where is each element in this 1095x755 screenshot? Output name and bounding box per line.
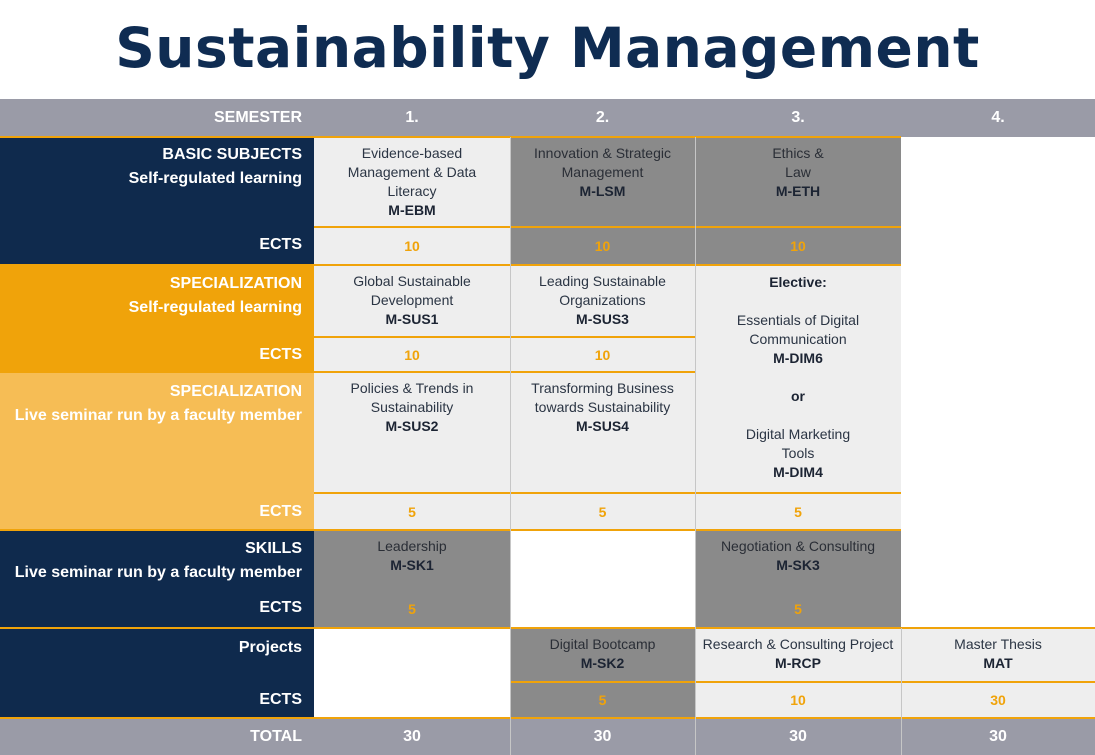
- ects-m-sk1: 5: [314, 590, 510, 628]
- total-label: TOTAL: [0, 718, 314, 755]
- module-code: M-ETH: [775, 183, 821, 199]
- ects-m-rcp: 10: [695, 682, 901, 718]
- skills-band: [0, 530, 314, 628]
- header-semester-1: 1.: [314, 99, 510, 137]
- divider: [0, 264, 901, 266]
- module-code: M-SK2: [580, 655, 625, 671]
- specialization-self-band: [0, 265, 314, 372]
- ects-m-eth: 10: [695, 227, 901, 265]
- divider: [510, 137, 511, 755]
- basic-subjects-label: BASIC SUBJECTS Self-regulated learning: [0, 143, 314, 191]
- module-code: M-SUS2: [385, 418, 439, 434]
- ects-m-sus1: 10: [314, 337, 510, 372]
- ects-m-lsm: 10: [510, 227, 695, 265]
- specialization-live-title: SPECIALIZATION: [169, 383, 302, 400]
- module-code: M-DIM6: [773, 350, 823, 366]
- divider: [0, 136, 901, 138]
- divider: [0, 717, 1095, 719]
- divider: [695, 137, 696, 755]
- module-code: MAT: [983, 655, 1013, 671]
- ects-mat: 30: [901, 682, 1095, 718]
- skills-label: SKILLS Live seminar run by a faculty mem…: [0, 537, 314, 585]
- module-m-sus2: Policies & Trends in Sustainability M-SUS…: [314, 372, 510, 493]
- projects-band: [0, 628, 314, 718]
- module-m-eth: Ethics & Law M-ETH: [695, 137, 901, 227]
- total-semester-4: 30: [901, 718, 1095, 755]
- ects-m-sus3: 10: [510, 337, 695, 372]
- divider: [0, 529, 901, 531]
- module-code: M-LSM: [579, 183, 626, 199]
- module-m-lsm: Innovation & Strategic Management M-LSM: [510, 137, 695, 227]
- module-mat: Master Thesis MAT: [901, 628, 1095, 682]
- module-code: M-RCP: [775, 655, 821, 671]
- module-code: M-SK1: [390, 557, 434, 573]
- module-code: M-SUS1: [385, 311, 439, 327]
- module-m-ebm: Evidence-based Management & Data Literacy …: [314, 137, 510, 227]
- specialization-self-title: SPECIALIZATION: [169, 275, 302, 292]
- header-semester-3: 3.: [695, 99, 901, 137]
- ects-m-sk2: 5: [510, 682, 695, 718]
- specialization-self-label: SPECIALIZATION Self-regulated learning: [0, 272, 314, 320]
- ects-m-ebm: 10: [314, 227, 510, 265]
- module-m-sus4: Transforming Business towards Sustainabil…: [510, 372, 695, 493]
- projects-title: Projects: [238, 639, 302, 656]
- basic-subjects-band: [0, 137, 314, 265]
- skills-subtitle: Live seminar run by a faculty member: [14, 564, 302, 581]
- divider: [314, 226, 901, 228]
- specialization-live-subtitle: Live seminar run by a faculty member: [14, 407, 302, 424]
- page-title: Sustainability Management: [115, 16, 980, 80]
- specialization-live-band: [0, 372, 314, 530]
- module-m-sus3: Leading Sustainable Organizations M-SUS3: [510, 265, 695, 337]
- elective-or: or: [791, 388, 805, 404]
- elective-heading: Elective:: [769, 274, 827, 290]
- spec1-ects-label: ECTS: [259, 345, 302, 363]
- header-semester-4: 4.: [901, 99, 1095, 137]
- header-semester-2: 2.: [510, 99, 695, 137]
- module-code: M-DIM4: [773, 464, 823, 480]
- module-m-sk3: Negotiation & Consulting M-SK3: [695, 530, 901, 590]
- module-code: M-SUS3: [576, 311, 629, 327]
- module-m-sk2: Digital Bootcamp M-SK2: [510, 628, 695, 682]
- ects-m-sus4: 5: [510, 493, 695, 530]
- divider: [0, 371, 695, 373]
- module-code: M-SUS4: [576, 418, 629, 434]
- skills-title: SKILLS: [245, 540, 302, 557]
- module-m-rcp: Research & Consulting Project M-RCP: [695, 628, 901, 682]
- module-m-sk1: Leadership M-SK1: [314, 530, 510, 590]
- basic-subjects-subtitle: Self-regulated learning: [128, 170, 302, 187]
- projects-label: Projects: [0, 636, 314, 660]
- module-code: M-SK3: [776, 557, 820, 573]
- spec2-ects-label: ECTS: [259, 502, 302, 520]
- elective-block: Elective: Essentials of Digital Communic…: [695, 265, 901, 493]
- basic-ects-label: ECTS: [259, 236, 302, 253]
- projects-ects-label: ECTS: [259, 691, 302, 708]
- divider: [0, 627, 1095, 629]
- divider: [901, 628, 902, 755]
- module-code: M-EBM: [388, 202, 436, 218]
- ects-m-sus2: 5: [314, 493, 510, 530]
- basic-subjects-title: BASIC SUBJECTS: [162, 146, 302, 163]
- module-m-sus1: Global Sustainable Development M-SUS1: [314, 265, 510, 337]
- specialization-self-subtitle: Self-regulated learning: [128, 299, 302, 316]
- divider: [314, 492, 901, 494]
- ects-m-sk3: 5: [695, 590, 901, 628]
- total-semester-1: 30: [314, 718, 510, 755]
- total-semester-2: 30: [510, 718, 695, 755]
- skills-ects-label: ECTS: [259, 599, 302, 616]
- divider: [510, 681, 1095, 683]
- ects-elective: 5: [695, 493, 901, 530]
- total-semester-3: 30: [695, 718, 901, 755]
- divider: [314, 336, 695, 338]
- specialization-live-label: SPECIALIZATION Live seminar run by a fac…: [0, 380, 314, 428]
- header-semester: SEMESTER: [0, 99, 314, 137]
